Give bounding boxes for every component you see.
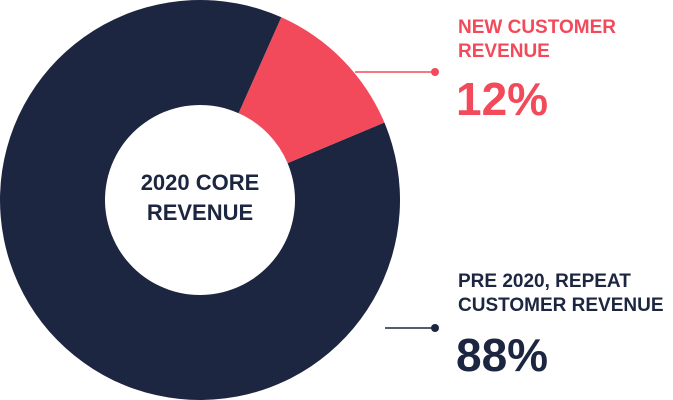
slice-label: NEW CUSTOMER REVENUE xyxy=(458,17,616,62)
chart-title: 2020 CORE REVENUE xyxy=(140,170,260,225)
donut-slice xyxy=(238,17,385,164)
slice-label: PRE 2020, REPEAT CUSTOMER REVENUE xyxy=(458,271,664,316)
leader-dot xyxy=(431,68,439,76)
donut-slice xyxy=(0,0,400,400)
value-label: 12% xyxy=(456,73,549,125)
leader-dot xyxy=(431,324,439,332)
value-label: 88% xyxy=(456,329,549,381)
